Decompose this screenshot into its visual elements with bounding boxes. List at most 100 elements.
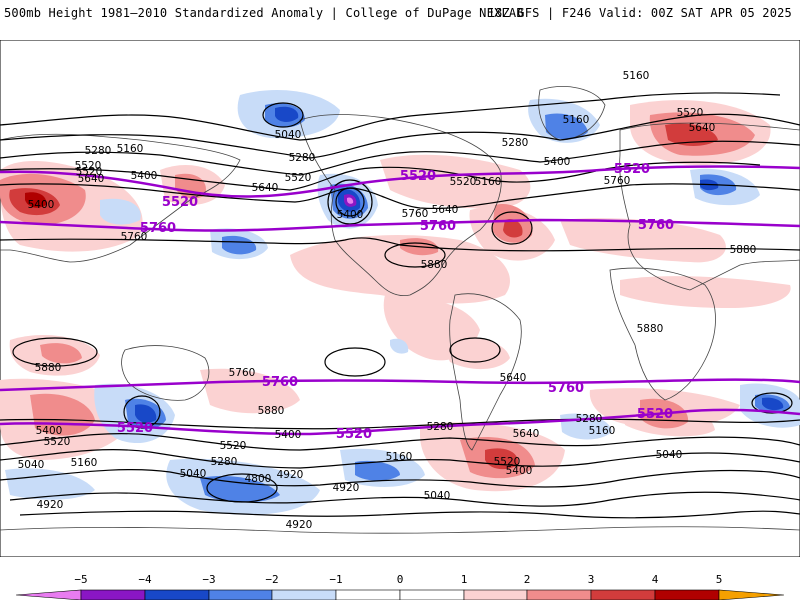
contour-5520-south bbox=[0, 408, 800, 436]
contour-label: 4800 bbox=[245, 473, 272, 485]
colorbar-tick: 0 bbox=[397, 573, 404, 586]
height-contour bbox=[0, 433, 800, 451]
closed-high-contour bbox=[324, 347, 386, 377]
contour-label: 5160 bbox=[475, 176, 502, 188]
contour-label: 5520 bbox=[494, 456, 521, 468]
contour-label: 5640 bbox=[500, 372, 527, 384]
height-contour bbox=[0, 448, 800, 469]
contour-label: 5040 bbox=[656, 449, 683, 461]
contour-label-purple: 5760 bbox=[420, 219, 456, 234]
north-america-coastline bbox=[299, 114, 502, 297]
anomaly-neg1-area bbox=[390, 338, 409, 354]
contour-label: 5760 bbox=[402, 208, 429, 220]
contour-label: 5640 bbox=[689, 122, 716, 134]
australia-coastline bbox=[121, 345, 210, 401]
anomaly-pos3-area bbox=[665, 123, 718, 146]
highlighted-contours bbox=[0, 165, 800, 436]
height-contour bbox=[0, 113, 800, 159]
colorbar-tick: 3 bbox=[588, 573, 595, 586]
height-contour bbox=[0, 469, 800, 488]
contour-5760-south bbox=[0, 378, 800, 392]
closed-low-contour bbox=[206, 473, 278, 503]
contour-label: 5640 bbox=[78, 173, 105, 185]
anomaly-neg2-area bbox=[222, 235, 257, 255]
contour-label-purple: 5520 bbox=[637, 407, 673, 422]
anomaly-pos1-area bbox=[560, 218, 726, 263]
colorbar-swatch-pos0 bbox=[399, 589, 465, 601]
closed-low-contour bbox=[262, 102, 304, 128]
closed-low-contour bbox=[335, 187, 365, 217]
contour-label: 5280 bbox=[85, 145, 112, 157]
contour-label: 5040 bbox=[424, 490, 451, 502]
colorbar-tick: 4 bbox=[652, 573, 659, 586]
contour-label: 5040 bbox=[180, 468, 207, 480]
contour-label: 4920 bbox=[37, 499, 64, 511]
greenland-coastline bbox=[538, 86, 606, 141]
contour-label: 5640 bbox=[432, 204, 459, 216]
colorbar-swatch-neg2 bbox=[271, 589, 337, 601]
contour-label: 5400 bbox=[337, 209, 364, 221]
contour-label: 5280 bbox=[502, 137, 529, 149]
contour-label: 5160 bbox=[623, 70, 650, 82]
colorbar-tick: −5 bbox=[74, 573, 87, 586]
colorbar-swatch-pos3 bbox=[590, 589, 656, 601]
anomaly-neg3-area bbox=[275, 106, 299, 122]
contour-label: 5160 bbox=[71, 457, 98, 469]
colorbar-swatch-pos2 bbox=[526, 589, 592, 601]
highlighted-contour-labels: 5520 5520 5520 5520 5760 5760 5760 5760 … bbox=[117, 162, 674, 442]
colorbar-tick: 2 bbox=[524, 573, 531, 586]
contour-label: 5880 bbox=[35, 362, 62, 374]
contour-label: 5880 bbox=[637, 323, 664, 335]
anomaly-pos3-area bbox=[503, 219, 523, 238]
colorbar-swatch-neg5 bbox=[80, 589, 146, 601]
height-contour bbox=[0, 92, 781, 141]
contour-label: 5400 bbox=[28, 199, 55, 211]
contour-label: 4920 bbox=[333, 482, 360, 494]
contour-label: 5160 bbox=[589, 425, 616, 437]
contour-label: 5160 bbox=[563, 114, 590, 126]
colorbar-swatch-neg4 bbox=[144, 589, 210, 601]
anomaly-neg5-area bbox=[347, 197, 354, 204]
anomaly-neg1-area bbox=[100, 198, 141, 225]
anomaly-neg2-area bbox=[200, 475, 280, 503]
closed-low-contour bbox=[751, 392, 793, 414]
height-contour bbox=[0, 183, 800, 210]
contour-label: 5040 bbox=[275, 129, 302, 141]
contour-label: 5760 bbox=[229, 367, 256, 379]
anomaly-neg3-area bbox=[135, 404, 157, 423]
contour-label: 5880 bbox=[258, 405, 285, 417]
colorbar-tick: −1 bbox=[329, 573, 342, 586]
colorbar: −5 −4 −3 −2 −1 0 1 2 3 4 5 bbox=[0, 570, 800, 601]
contour-label: 5520 bbox=[44, 436, 71, 448]
contour-label: 5760 bbox=[121, 231, 148, 243]
colorbar-swatches bbox=[15, 589, 785, 601]
contour-label: 5280 bbox=[576, 413, 603, 425]
height-contour bbox=[9, 491, 800, 507]
contour-label-purple: 5760 bbox=[638, 218, 674, 233]
contour-5760-north bbox=[0, 218, 800, 232]
map-title: 500mb Height 1981–2010 Standardized Anom… bbox=[4, 6, 524, 20]
antarctica-coastline bbox=[0, 526, 800, 534]
model-run-info: 18Z GFS | F246 Valid: 00Z SAT APR 05 202… bbox=[487, 6, 792, 20]
contour-label: 5400 bbox=[275, 429, 302, 441]
colorbar-tick: −3 bbox=[202, 573, 215, 586]
colorbar-swatch-neg3 bbox=[208, 589, 273, 601]
contour-label: 5520 bbox=[450, 176, 477, 188]
contour-label: 5400 bbox=[131, 170, 158, 182]
contour-label-purple: 5520 bbox=[336, 427, 372, 442]
colorbar-tick: 5 bbox=[716, 573, 723, 586]
contour-label-purple: 5760 bbox=[140, 221, 176, 236]
contour-label: 5280 bbox=[427, 421, 454, 433]
contour-label: 5640 bbox=[513, 428, 540, 440]
contour-label: 5520 bbox=[677, 107, 704, 119]
contour-labels: 5160 5520 5640 5040 5280 5160 5520 5280 … bbox=[18, 70, 757, 531]
anomaly-map: 5520 5520 5520 5520 5760 5760 5760 5760 … bbox=[0, 40, 800, 557]
contour-label: 4920 bbox=[277, 469, 304, 481]
colorbar-swatch-pos4 bbox=[654, 589, 720, 601]
contour-label: 5520 bbox=[76, 166, 103, 178]
height-contour bbox=[0, 418, 800, 430]
contour-label-purple: 5520 bbox=[162, 195, 198, 210]
contour-label: 5160 bbox=[386, 451, 413, 463]
contour-label: 5760 bbox=[604, 175, 631, 187]
closed-high-contour bbox=[449, 337, 501, 363]
